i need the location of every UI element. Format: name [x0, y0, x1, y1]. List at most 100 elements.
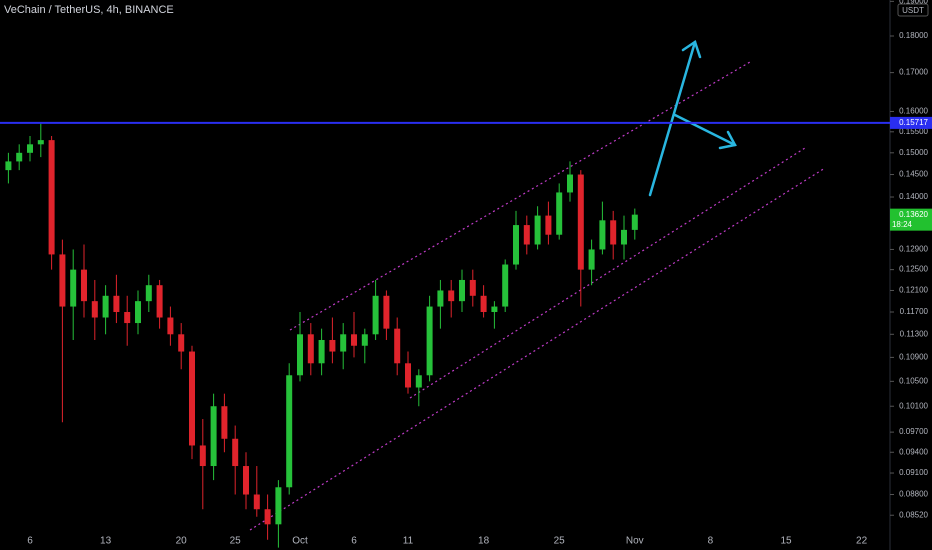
candle-body [523, 225, 530, 245]
y-tick-label: 0.14000 [899, 192, 928, 201]
candle-body [253, 494, 260, 510]
candle-body [405, 363, 411, 388]
candle-body [545, 215, 552, 235]
x-tick-label: 18 [478, 536, 490, 547]
candle-body [275, 487, 282, 525]
candle-body [189, 351, 195, 446]
candle-body [621, 229, 627, 245]
candle-body [361, 334, 368, 346]
candle-body [448, 290, 455, 302]
y-tick-label: 0.17000 [899, 68, 928, 77]
y-tick-label: 0.10100 [899, 401, 928, 410]
candle-body [145, 285, 152, 302]
candle-body [469, 279, 476, 296]
y-tick-label: 0.12500 [899, 265, 928, 274]
hline-label: 0.15717 [899, 118, 928, 127]
y-tick-label: 0.10500 [899, 376, 928, 385]
y-tick-label: 0.11700 [900, 307, 929, 316]
last-price-label: 0.13620 [899, 210, 928, 219]
y-tick-label: 0.09400 [899, 447, 928, 456]
candle-body [610, 220, 617, 245]
x-tick-label: 13 [100, 536, 112, 547]
x-tick-label: 15 [780, 536, 792, 547]
candle-body [70, 269, 77, 307]
y-tick-label: 0.15000 [899, 148, 928, 157]
channel-upper [289, 61, 751, 331]
candle-body [102, 295, 109, 318]
candle-body [210, 406, 217, 467]
y-tick-label: 0.09100 [899, 468, 928, 477]
y-tick-label: 0.10900 [899, 352, 928, 361]
candle-body [459, 279, 465, 302]
candle-body [372, 295, 379, 335]
x-tick-label: 20 [176, 536, 188, 547]
candle-body [556, 192, 563, 235]
candle-body [135, 301, 141, 324]
candle-body [5, 161, 12, 171]
y-tick-label: 0.08520 [899, 510, 928, 519]
y-tick-label: 0.15500 [899, 127, 928, 136]
candle-body [297, 334, 303, 376]
candle-body [167, 317, 174, 335]
x-tick-label: 8 [708, 536, 714, 547]
candle-body [534, 215, 541, 245]
candle-body [567, 174, 573, 193]
candle-body [124, 312, 131, 324]
last-price-box [890, 208, 932, 231]
candle-body [513, 225, 519, 265]
chart-title: VeChain / TetherUS, 4h, BINANCE [4, 4, 174, 16]
candle-body [37, 140, 44, 145]
currency-box [897, 3, 929, 17]
candle-body [243, 466, 249, 495]
candle-body [113, 295, 120, 313]
y-tick-label: 0.18000 [899, 31, 928, 40]
candle-body [221, 406, 228, 439]
arrow-up-head [681, 40, 702, 59]
candle-body [81, 269, 87, 302]
x-tick-label: Oct [292, 536, 308, 547]
candle-body [502, 264, 509, 307]
channel-lines [249, 61, 826, 531]
candle-body [232, 438, 239, 467]
candle-body [318, 339, 325, 364]
candle-body [16, 152, 23, 162]
candle-body [599, 220, 606, 250]
arrows [648, 40, 737, 197]
arrow-down [673, 113, 737, 147]
arrow-up [648, 40, 697, 197]
x-tick-label: 11 [403, 536, 414, 547]
y-tick-label: 0.12100 [899, 286, 928, 295]
candle-body [91, 301, 98, 318]
x-tick-label: 25 [554, 536, 566, 547]
candle-body [264, 509, 271, 525]
y-tick-label: 0.19000 [899, 0, 928, 5]
y-tick-label: 0.11300 [900, 329, 929, 338]
candle-body [340, 334, 347, 352]
candle-body [426, 306, 433, 376]
candle-body [437, 290, 444, 307]
candle-body [491, 306, 498, 313]
candle-body [394, 328, 401, 364]
candle-body [48, 140, 55, 255]
candle-body [199, 445, 206, 467]
candle-body [329, 339, 336, 352]
y-tick-label: 0.12900 [899, 245, 928, 254]
candle-body [156, 285, 163, 318]
arrow-down-head [718, 130, 737, 150]
currency-label: USDT [902, 6, 924, 15]
candle-body [351, 334, 357, 346]
x-tick-label: 6 [351, 536, 357, 547]
candle-body [588, 249, 595, 270]
hline-label-box [890, 116, 932, 129]
x-tick-label: 25 [230, 536, 242, 547]
y-tick-label: 0.08800 [899, 490, 928, 499]
x-tick-label: Nov [626, 536, 644, 547]
x-tick-label: 22 [856, 536, 868, 547]
candle-body [178, 334, 185, 352]
y-tick-label: 0.09700 [899, 427, 928, 436]
y-tick-label: 0.16000 [899, 107, 928, 116]
x-tick-label: 6 [27, 536, 33, 547]
candle-body [286, 375, 293, 488]
channel-middle [409, 147, 806, 399]
